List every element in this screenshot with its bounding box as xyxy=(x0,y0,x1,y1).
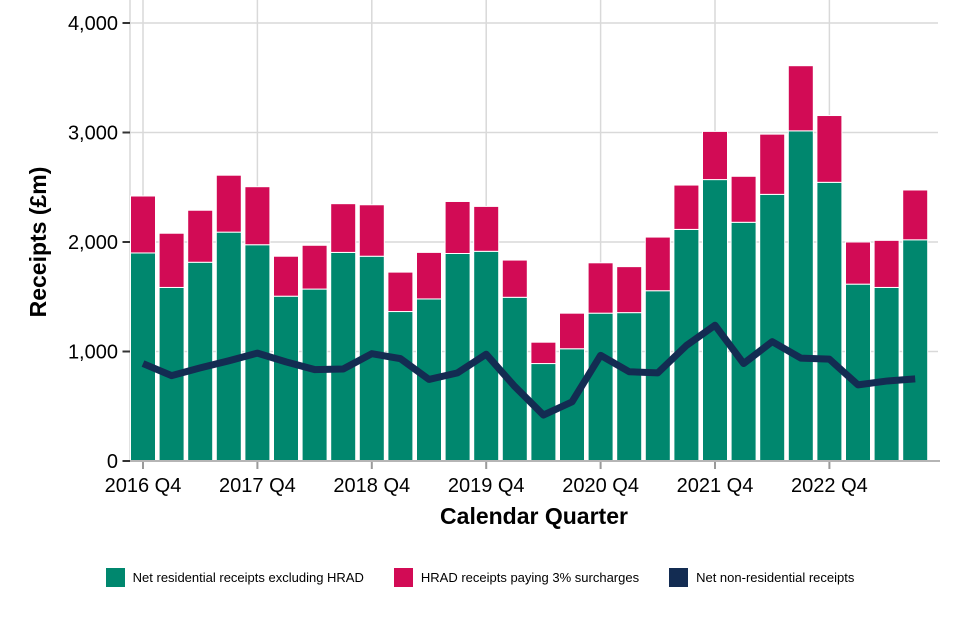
bar-segment-hrad xyxy=(730,175,757,223)
axis-layer xyxy=(122,22,940,469)
bar-segment-hrad xyxy=(873,239,900,288)
bar-segment-hrad xyxy=(130,195,156,254)
x-tick-label: 2018 Q4 xyxy=(333,475,410,497)
legend-item-0: Net residential receipts excluding HRAD xyxy=(105,567,364,587)
bar-layer xyxy=(130,65,929,462)
x-tick-label: 2019 Q4 xyxy=(448,475,525,497)
bar-segment-residential xyxy=(130,252,156,462)
bar-segment-residential xyxy=(616,312,643,462)
bar-segment-residential xyxy=(215,231,242,462)
legend-label: Net residential receipts excluding HRAD xyxy=(132,569,364,585)
bar-segment-hrad xyxy=(330,203,357,253)
bar-segment-residential xyxy=(330,251,357,462)
bar-segment-hrad xyxy=(702,130,728,181)
x-tick-label: 2021 Q4 xyxy=(677,475,754,497)
bar-segment-residential xyxy=(902,239,929,462)
line-layer xyxy=(141,321,916,419)
bar-segment-hrad xyxy=(902,189,929,241)
bar-segment-hrad xyxy=(530,341,557,365)
bar-segment-hrad xyxy=(559,312,585,350)
tick-label-layer: 0 1,000 2,000 3,000 4,000 2016 Q4 2017 Q4 2018 … xyxy=(68,13,868,497)
bar-segment-hrad xyxy=(416,251,442,300)
bar-segment-residential xyxy=(587,312,614,462)
legend-label: HRAD receipts paying 3% surcharges xyxy=(420,569,640,585)
y-tick-label: 2,000 xyxy=(68,232,118,254)
bar-segment-hrad xyxy=(759,133,786,195)
bar-segment-hrad xyxy=(473,205,500,252)
bar-segment-hrad xyxy=(444,200,471,254)
x-axis-title: Calendar Quarter xyxy=(440,503,628,529)
bar-segment-residential xyxy=(730,221,757,462)
bar-segment-residential xyxy=(702,179,728,462)
bar-segment-residential xyxy=(187,261,214,462)
y-tick-label: 4,000 xyxy=(68,13,118,35)
bar-segment-hrad xyxy=(787,65,814,132)
y-tick-label: 1,000 xyxy=(68,342,118,364)
bar-segment-hrad xyxy=(845,241,871,285)
legend: Net residential receipts excluding HRAD H… xyxy=(0,566,960,588)
y-tick-label: 3,000 xyxy=(68,123,118,145)
x-tick-label: 2017 Q4 xyxy=(219,475,296,497)
bar-segment-residential xyxy=(816,181,843,462)
bar-segment-residential xyxy=(301,288,328,462)
bar-segment-hrad xyxy=(273,255,299,297)
legend-item-2: Net non-residential receipts xyxy=(669,567,855,587)
x-tick-label: 2016 Q4 xyxy=(105,475,182,497)
y-axis-title: Receipts (£m) xyxy=(25,167,51,318)
bar-segment-hrad xyxy=(244,186,271,246)
legend-key-swatch xyxy=(393,567,413,587)
bar-segment-hrad xyxy=(387,271,414,313)
bar-segment-hrad xyxy=(158,232,185,288)
legend-key-swatch xyxy=(105,567,125,587)
bar-segment-hrad xyxy=(358,204,385,257)
bar-segment-residential xyxy=(273,295,299,462)
legend-key-swatch xyxy=(669,567,689,587)
bar-segment-residential xyxy=(787,130,814,462)
bar-segment-residential xyxy=(444,252,471,462)
bar-segment-hrad xyxy=(673,184,700,230)
bar-segment-residential xyxy=(845,283,871,462)
bar-segment-residential xyxy=(873,286,900,462)
x-tick-label: 2022 Q4 xyxy=(791,475,868,497)
y-tick-label: 0 xyxy=(107,451,118,473)
x-tick-label: 2020 Q4 xyxy=(562,475,639,497)
bar-segment-hrad xyxy=(644,236,671,292)
bar-segment-hrad xyxy=(501,259,528,298)
legend-item-1: HRAD receipts paying 3% surcharges xyxy=(393,567,640,587)
bar-segment-residential xyxy=(759,193,786,462)
legend-label: Net non-residential receipts xyxy=(696,569,855,585)
bar-segment-hrad xyxy=(816,115,843,183)
non-residential-line xyxy=(141,321,916,419)
bar-segment-hrad xyxy=(587,262,614,314)
bar-segment-hrad xyxy=(215,174,242,233)
bar-segment-residential xyxy=(387,311,414,462)
chart-canvas: 0 1,000 2,000 3,000 4,000 2016 Q4 2017 Q4 2018 … xyxy=(25,0,940,529)
bar-segment-hrad xyxy=(616,266,643,314)
bar-segment-hrad xyxy=(187,209,214,263)
bar-segment-hrad xyxy=(301,244,328,290)
